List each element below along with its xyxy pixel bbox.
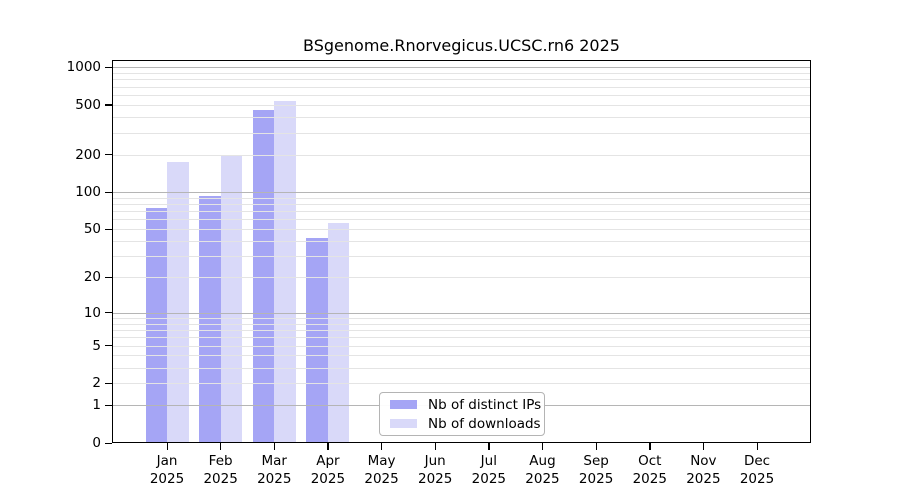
y-tick-label-50: 50 — [83, 221, 101, 238]
x-tick-jul — [488, 443, 490, 450]
bar-downloads-jan — [167, 162, 189, 443]
x-label-feb: Feb 2025 — [203, 453, 238, 487]
legend-entry-downloads: Nb of downloads — [390, 416, 544, 432]
x-label-jun: Jun 2025 — [418, 453, 453, 487]
x-label-jul: Jul 2025 — [471, 453, 506, 487]
y-tick-label-5: 5 — [92, 337, 101, 354]
x-tick-mar — [273, 443, 276, 450]
x-tick-dec — [756, 443, 758, 450]
y-tick-1 — [105, 404, 112, 407]
y-tick-label-10: 10 — [83, 304, 101, 321]
legend-swatch-distinct-ips — [390, 400, 417, 409]
y-tick-10 — [105, 312, 112, 314]
chart-title: BSgenome.Rnorvegicus.UCSC.rn6 2025 — [303, 36, 620, 55]
x-tick-may — [381, 443, 383, 450]
x-label-mar: Mar 2025 — [257, 453, 292, 487]
y-tick-label-500: 500 — [75, 96, 101, 113]
y-tick-1000 — [105, 66, 112, 69]
legend: Nb of distinct IPs Nb of downloads — [379, 392, 545, 436]
y-tick-label-1000: 1000 — [66, 59, 101, 76]
bar-distinct-ips-apr — [306, 238, 328, 443]
x-tick-jun — [434, 443, 436, 450]
x-label-apr: Apr 2025 — [310, 453, 346, 487]
y-tick-20 — [105, 276, 112, 279]
x-tick-feb — [220, 443, 222, 450]
y-tick-label-100: 100 — [75, 184, 101, 201]
x-tick-jan — [166, 443, 168, 450]
legend-label-distinct-ips: Nb of distinct IPs — [428, 396, 542, 413]
legend-entry-distinct-ips: Nb of distinct IPs — [390, 397, 544, 413]
y-tick-label-1: 1 — [92, 397, 101, 414]
bar-distinct-ips-feb — [199, 195, 221, 443]
y-tick-200 — [105, 154, 112, 156]
y-tick-50 — [105, 228, 112, 230]
legend-label-downloads: Nb of downloads — [428, 415, 541, 432]
y-tick-500 — [105, 104, 112, 106]
legend-swatch-downloads — [390, 419, 417, 428]
plot-area-frame — [112, 60, 811, 443]
x-tick-nov — [702, 443, 705, 450]
y-tick-label-20: 20 — [83, 269, 101, 286]
y-tick-100 — [105, 191, 112, 193]
y-tick-label-2: 2 — [92, 375, 101, 392]
x-label-oct: Oct 2025 — [632, 453, 667, 487]
y-tick-label-200: 200 — [75, 146, 101, 163]
x-label-nov: Nov 2025 — [686, 453, 721, 487]
bar-distinct-ips-mar — [252, 109, 275, 443]
x-tick-oct — [649, 443, 651, 450]
x-label-jan: Jan 2025 — [149, 453, 185, 487]
y-tick-5 — [105, 345, 112, 347]
y-tick-2 — [105, 382, 112, 385]
x-tick-apr — [327, 443, 329, 450]
y-tick-label-0: 0 — [92, 435, 101, 451]
x-tick-aug — [541, 443, 544, 450]
x-label-sep: Sep 2025 — [578, 453, 614, 487]
bar-downloads-feb — [220, 154, 243, 443]
y-tick-0 — [105, 442, 112, 444]
bar-downloads-mar — [274, 100, 296, 443]
x-label-aug: Aug 2025 — [525, 453, 560, 487]
x-label-dec: Dec 2025 — [739, 453, 775, 487]
x-tick-sep — [595, 443, 597, 450]
x-label-may: May 2025 — [364, 453, 399, 487]
